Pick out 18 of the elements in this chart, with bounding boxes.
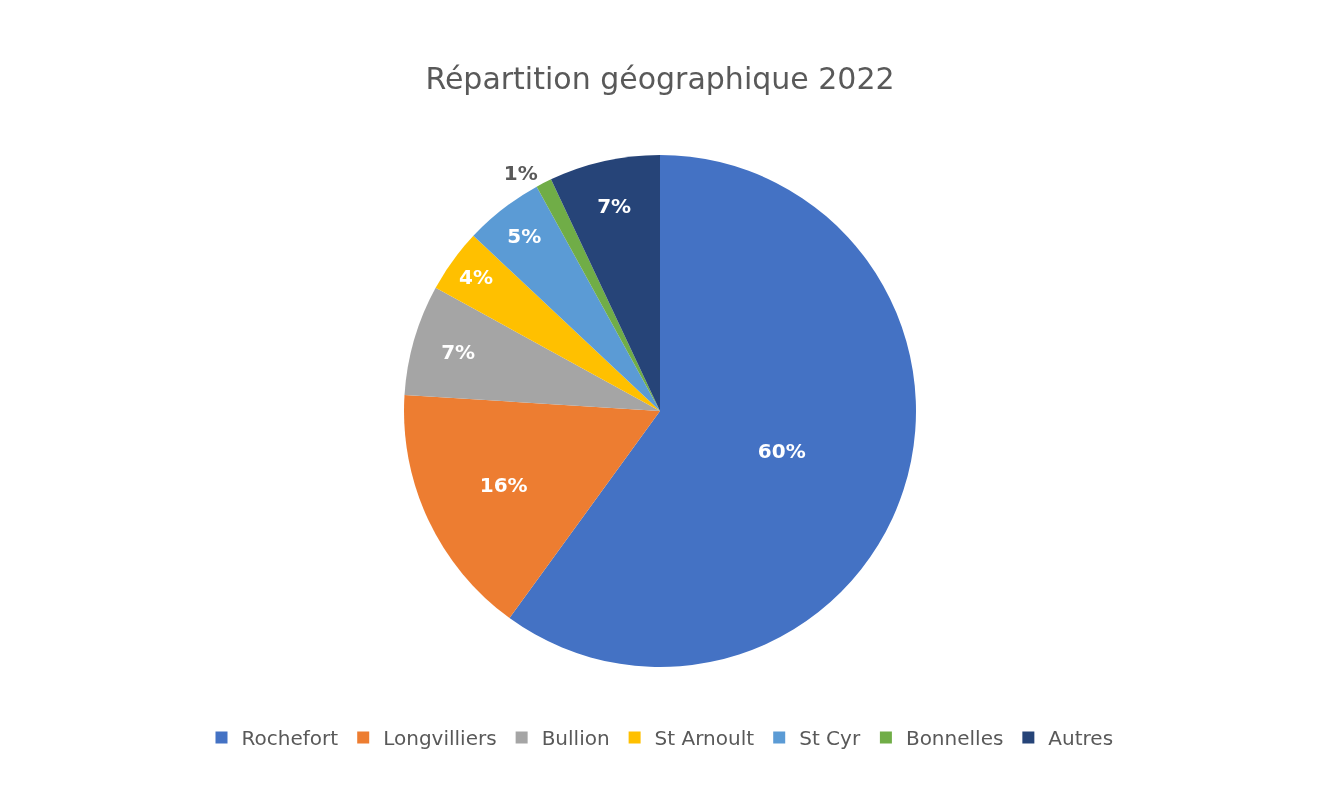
data-label: 1%	[503, 161, 538, 186]
legend-label: Longvilliers	[383, 726, 497, 751]
data-label: 7%	[441, 340, 476, 365]
pie-slice	[404, 394, 660, 619]
legend-label: St Arnoult	[654, 726, 755, 751]
pie-slice	[404, 287, 660, 411]
pie-slice	[551, 155, 660, 411]
legend-label: Rochefort	[241, 726, 339, 751]
data-label: 4%	[458, 265, 493, 290]
legend-label: Autres	[1048, 726, 1114, 751]
legend-label: Bonnelles	[905, 726, 1004, 751]
legend-label: Bullion	[541, 726, 610, 751]
chart-title: Répartition géographique 2022	[425, 60, 895, 96]
data-label: 60%	[757, 438, 806, 463]
legend-label: St Cyr	[799, 726, 861, 751]
data-label: 16%	[479, 472, 528, 497]
data-label: 7%	[597, 193, 632, 218]
data-label: 5%	[507, 224, 542, 249]
